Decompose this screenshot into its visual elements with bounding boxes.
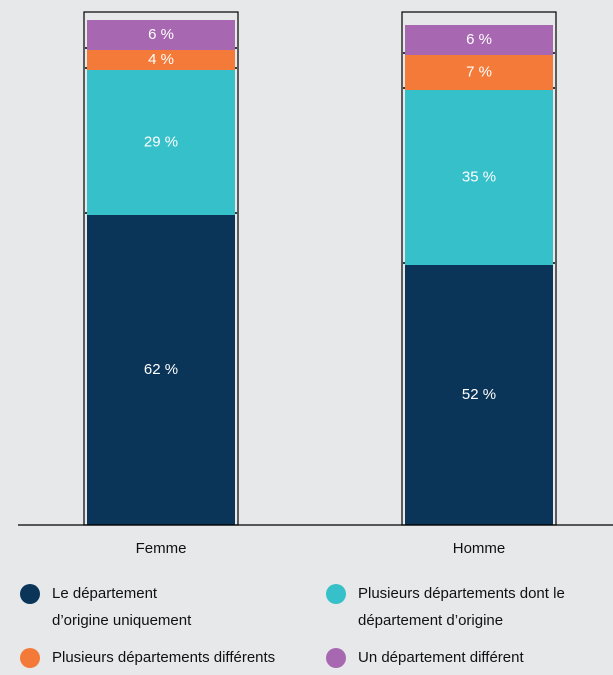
legend-marker — [20, 584, 40, 604]
bar-segment — [405, 90, 553, 265]
legend: Le département d’origine uniquement Plusi… — [0, 580, 613, 675]
value-label: 7 % — [466, 63, 492, 80]
chart: 62 % 29 % 4 % 6 % Femme 52 % 35 % 7 % 6 % Homme — [18, 11, 613, 557]
legend-marker — [326, 648, 346, 668]
legend-item: Plusieurs départements dont le départeme… — [326, 580, 598, 634]
bar-segment — [87, 70, 235, 215]
value-label: 4 % — [148, 51, 174, 68]
legend-item: Le département d’origine uniquement — [20, 580, 217, 634]
x-tick-label: Femme — [136, 540, 187, 557]
bar-segment — [87, 20, 235, 50]
value-label: 6 % — [148, 26, 174, 43]
bar-segment — [405, 25, 553, 55]
bar-segment — [87, 50, 235, 70]
value-label: 35 % — [462, 168, 496, 185]
value-label: 6 % — [466, 31, 492, 48]
legend-label: Le département d’origine uniquement — [52, 585, 192, 629]
legend-item: Plusieurs départements différents — [20, 644, 352, 671]
bar-segment — [405, 265, 553, 525]
value-label: 62 % — [144, 361, 178, 378]
value-label: 52 % — [462, 386, 496, 403]
bar-segment — [87, 215, 235, 525]
value-label: 29 % — [144, 133, 178, 150]
legend-marker — [326, 584, 346, 604]
x-tick-label: Homme — [453, 540, 506, 557]
legend-item: Un département différent — [326, 644, 613, 671]
legend-marker — [20, 648, 40, 668]
legend-label: Plusieurs départements dont le départeme… — [358, 585, 565, 629]
legend-label: Un département différent — [358, 649, 524, 666]
legend-label: Plusieurs départements différents — [52, 649, 276, 666]
bar-segment — [405, 55, 553, 90]
